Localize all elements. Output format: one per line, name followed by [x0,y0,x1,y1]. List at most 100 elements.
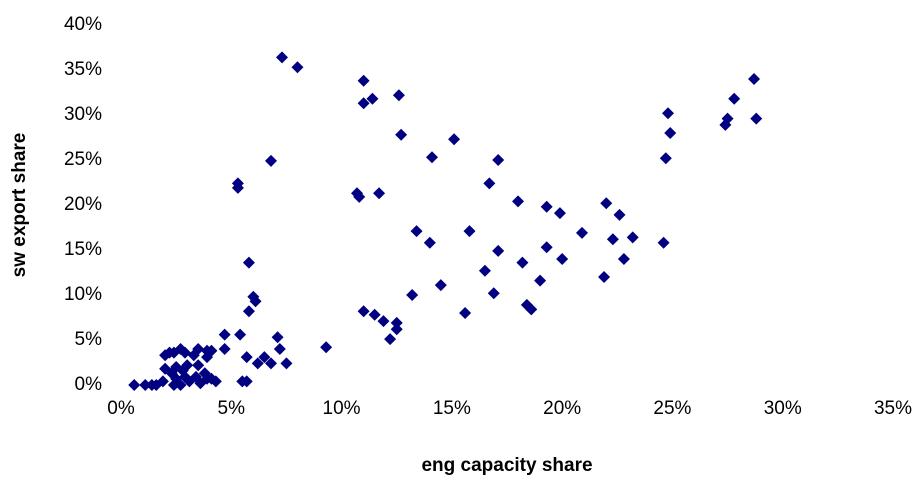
point [384,333,397,346]
point [553,207,566,220]
point [426,151,439,164]
point [209,375,222,388]
point [606,233,619,246]
point [525,303,538,316]
point [357,97,370,110]
point [728,92,741,105]
point [291,61,304,74]
point [192,359,205,372]
point [721,112,734,125]
point [205,344,218,357]
x-tick-label: 30% [764,398,802,419]
point [357,74,370,87]
x-tick-label: 15% [433,398,471,419]
point [540,241,553,254]
point [657,236,670,249]
point [516,256,529,269]
point [750,112,763,125]
point [617,253,630,265]
point [613,208,626,221]
point [231,181,244,194]
point [373,187,386,200]
point [357,305,370,318]
point [626,231,639,244]
point [366,92,379,105]
x-tick-label: 20% [543,398,581,419]
point [478,264,491,277]
point [258,351,271,364]
point [575,226,588,239]
point [406,289,419,301]
point [247,290,260,303]
point [280,357,293,370]
y-tick-label: 40% [64,14,102,35]
point [139,379,152,391]
point [598,271,611,283]
point [240,375,253,388]
point [192,343,205,355]
point [320,341,333,354]
y-tick-label: 30% [64,104,102,125]
point [662,107,675,120]
point [410,225,423,238]
y-tick-label: 5% [75,329,103,350]
point [556,253,569,265]
point [534,274,547,287]
point [264,357,277,370]
point [178,346,191,359]
point [218,343,231,355]
point [181,359,194,372]
point [264,154,277,167]
point [271,331,284,344]
y-tick-label: 0% [75,374,103,395]
point [156,375,169,388]
point [659,152,672,165]
point [249,295,262,308]
point [459,307,472,319]
y-tick-label: 25% [64,149,102,170]
x-tick-label: 5% [218,398,246,419]
point [242,305,255,318]
point [392,89,405,102]
point [512,195,525,208]
point [463,225,476,238]
point [483,177,496,190]
y-tick-label: 35% [64,59,102,80]
x-axis-title: eng capacity share [421,455,592,476]
point [390,316,403,329]
point [492,244,505,257]
point [218,328,231,341]
point [368,308,381,321]
x-tick-label: 0% [107,398,135,419]
y-tick-label: 10% [64,284,102,305]
point [128,379,141,391]
point [178,370,191,383]
point [240,351,253,364]
y-axis-title: sw export share [9,133,30,278]
point [377,315,390,328]
point [600,197,613,210]
point [242,256,255,269]
point [273,343,286,355]
x-tick-label: 35% [874,398,912,419]
point [664,127,677,139]
point [540,200,553,213]
point [174,379,187,391]
x-tick-label: 10% [323,398,361,419]
point [423,236,436,249]
point [251,357,264,370]
point [395,128,408,141]
y-tick-label: 15% [64,239,102,260]
point [167,379,180,391]
point [353,190,366,203]
point [448,133,461,146]
point [234,328,247,341]
point [487,287,500,300]
point [748,73,761,85]
point [434,279,447,292]
x-tick-label: 25% [653,398,691,419]
point [276,51,289,64]
point [390,323,403,336]
point [492,154,505,166]
